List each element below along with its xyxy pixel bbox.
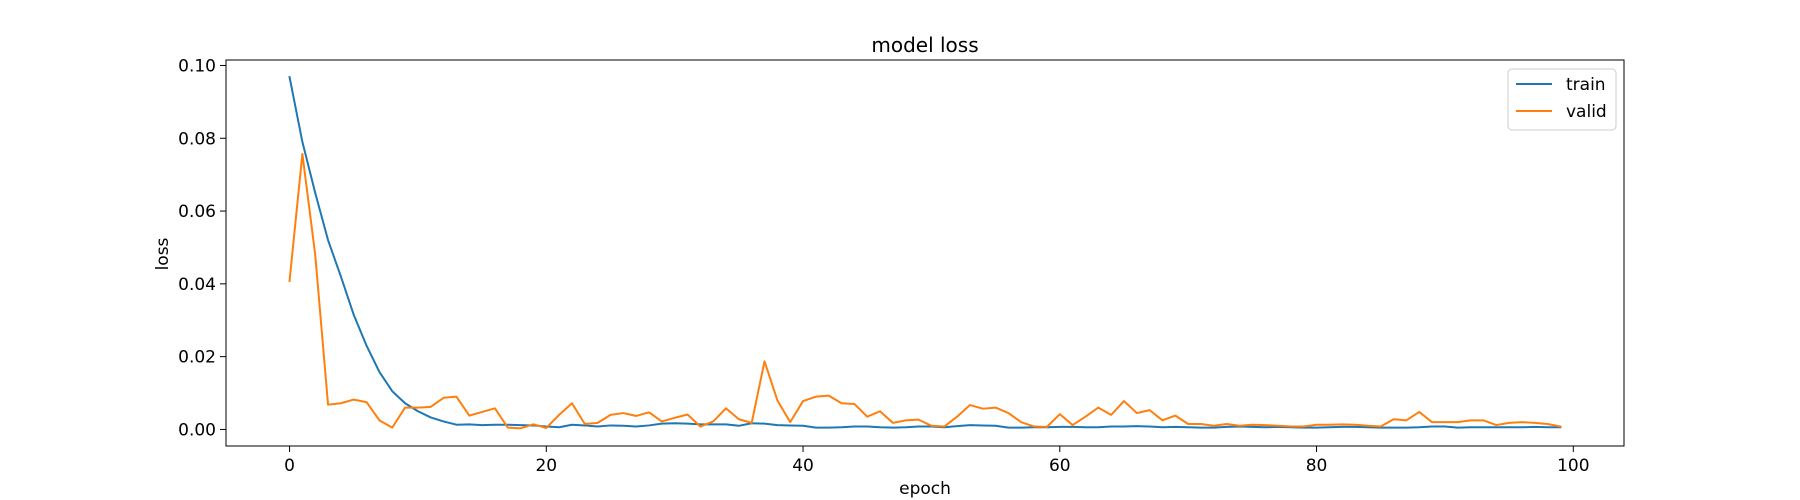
x-tick-label: 20 (535, 456, 557, 476)
x-tick-label: 0 (284, 456, 295, 476)
series-layer (288, 75, 1562, 430)
y-tick-label: 0.04 (178, 275, 216, 295)
x-tick-label: 60 (1049, 456, 1071, 476)
x-tick-label: 40 (792, 456, 814, 476)
x-axis-ticks: 0 20 40 60 80 100 (284, 446, 1590, 476)
series-line-train (288, 75, 1562, 429)
y-tick-label: 0.10 (178, 56, 216, 76)
x-tick-label: 80 (1306, 456, 1328, 476)
y-tick-label: 0.00 (178, 420, 216, 440)
legend-label-train: train (1566, 75, 1606, 95)
x-axis-label: epoch (899, 479, 951, 499)
y-axis-label: loss (153, 237, 173, 270)
legend: train valid (1507, 68, 1617, 131)
y-tick-label: 0.02 (178, 348, 216, 368)
y-tick-label: 0.06 (178, 202, 216, 222)
y-axis-ticks: 0.00 0.02 0.04 0.06 0.08 0.10 (178, 56, 226, 440)
y-tick-label: 0.08 (178, 129, 216, 149)
chart-title: model loss (871, 33, 978, 57)
series-line-valid (288, 152, 1562, 430)
x-tick-label: 100 (1557, 456, 1589, 476)
plot-frame (225, 59, 1625, 447)
legend-label-valid: valid (1566, 102, 1607, 122)
plot-area: 0 20 40 60 80 100 0.00 0.02 0.04 0.06 0.08 0.10 (178, 56, 1625, 476)
